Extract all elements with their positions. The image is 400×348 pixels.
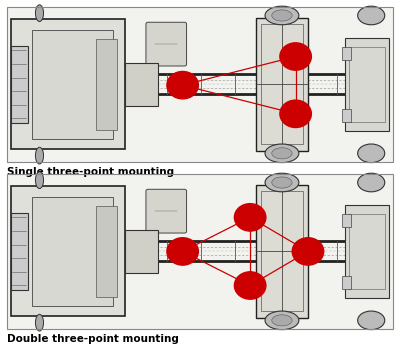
Ellipse shape — [265, 6, 299, 25]
Ellipse shape — [272, 10, 292, 21]
Circle shape — [234, 272, 266, 299]
Bar — [11, 19, 125, 149]
Ellipse shape — [272, 148, 292, 159]
Ellipse shape — [36, 172, 44, 189]
FancyBboxPatch shape — [146, 189, 186, 233]
Bar — [256, 18, 308, 151]
Bar — [342, 214, 351, 227]
Circle shape — [167, 238, 198, 265]
Ellipse shape — [358, 311, 385, 330]
Bar — [7, 174, 393, 329]
Ellipse shape — [265, 311, 299, 330]
Bar — [261, 191, 303, 311]
Text: Single three-point mounting: Single three-point mounting — [7, 167, 174, 177]
FancyBboxPatch shape — [146, 22, 186, 66]
Circle shape — [280, 43, 311, 70]
Bar — [7, 174, 393, 329]
Circle shape — [280, 100, 311, 127]
Bar — [96, 39, 117, 130]
Bar — [32, 197, 114, 306]
Circle shape — [167, 71, 198, 99]
Circle shape — [234, 204, 266, 231]
Circle shape — [292, 238, 324, 265]
Ellipse shape — [272, 315, 292, 326]
Ellipse shape — [36, 314, 44, 331]
Bar — [256, 185, 308, 318]
Bar — [342, 47, 351, 60]
Ellipse shape — [36, 5, 44, 22]
Bar — [349, 47, 384, 121]
Bar — [261, 24, 303, 144]
Bar — [342, 276, 351, 288]
Ellipse shape — [358, 6, 385, 25]
Ellipse shape — [36, 147, 44, 164]
Ellipse shape — [265, 144, 299, 163]
Bar — [342, 109, 351, 121]
Bar — [7, 7, 393, 162]
Bar — [11, 213, 28, 290]
Bar — [344, 38, 389, 131]
Ellipse shape — [358, 144, 385, 163]
Bar — [11, 187, 125, 316]
Bar — [96, 206, 117, 297]
Ellipse shape — [358, 173, 385, 192]
Ellipse shape — [272, 177, 292, 188]
Bar — [125, 63, 158, 106]
Bar — [344, 205, 389, 298]
Ellipse shape — [265, 173, 299, 192]
Bar — [32, 30, 114, 139]
Bar — [11, 46, 28, 123]
Bar — [7, 7, 393, 162]
Bar — [125, 230, 158, 273]
Text: Double three-point mounting: Double three-point mounting — [7, 334, 179, 344]
Bar — [349, 214, 384, 288]
